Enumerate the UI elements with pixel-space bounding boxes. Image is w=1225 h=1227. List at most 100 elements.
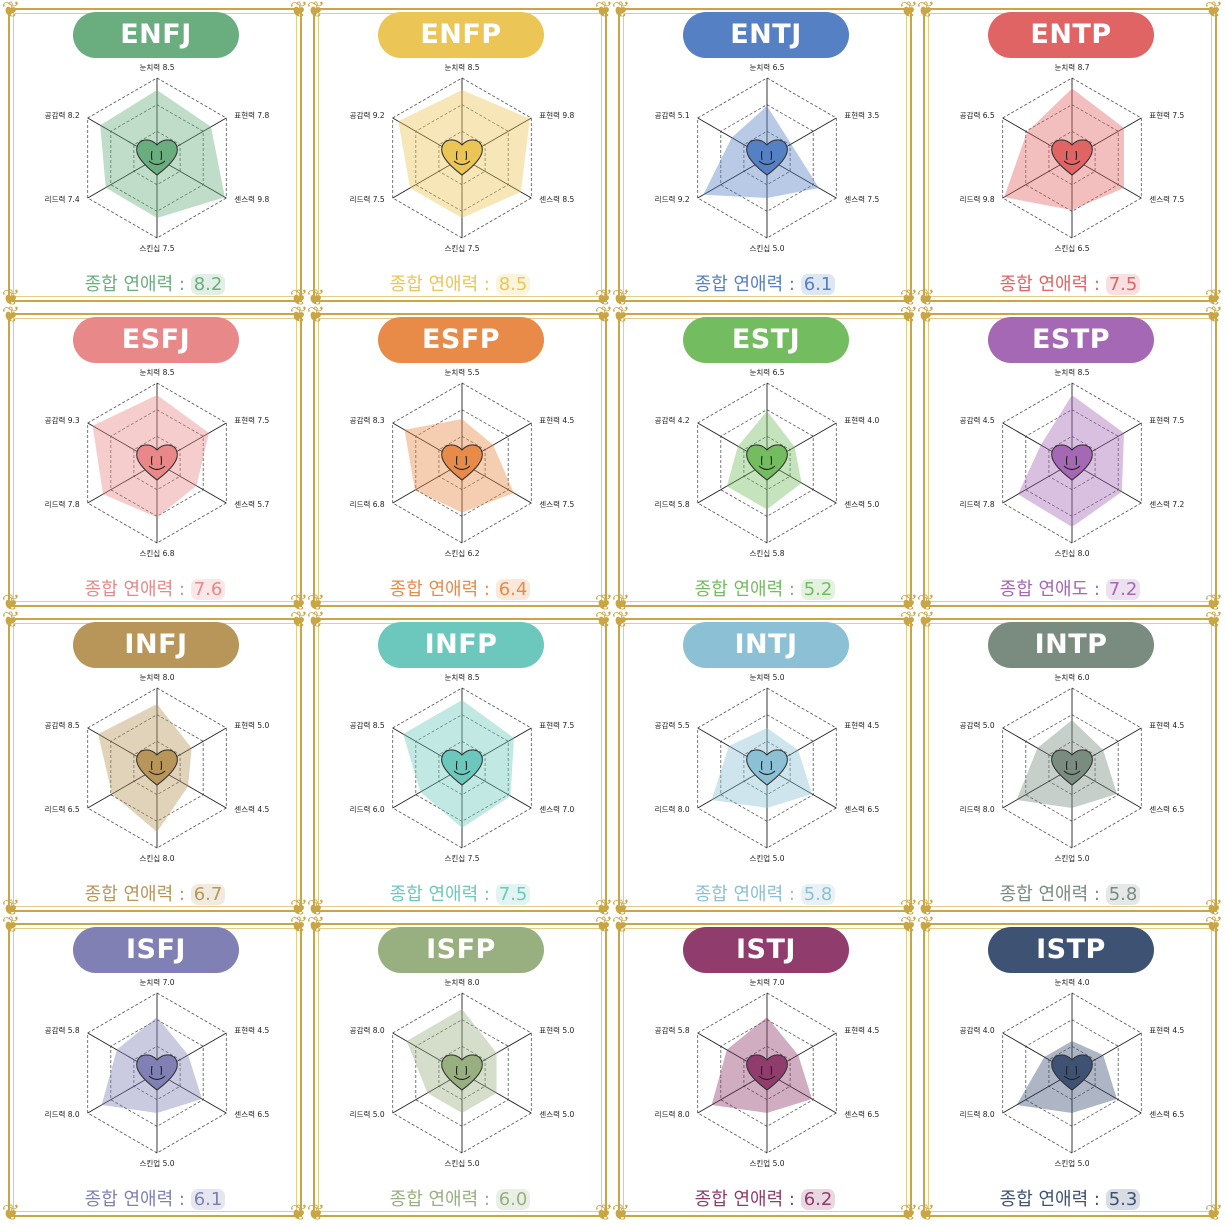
radar-axis-label: 리드력 5.8: [655, 500, 690, 509]
overall-score-label: 종합 연애력 :: [1000, 274, 1106, 295]
frame-ornament-icon: ❦: [1201, 913, 1225, 939]
mbti-type-title: ISTP: [988, 927, 1154, 973]
heart-eye-icon: [1076, 456, 1077, 465]
overall-love-score: 종합 연애력 : 6.4: [315, 577, 605, 603]
heart-eye-icon: [762, 1066, 763, 1075]
overall-score-label: 종합 연애력 :: [85, 579, 191, 600]
radar-axis-label: 표현력 4.0: [844, 416, 879, 425]
heart-eye-icon: [457, 151, 458, 160]
radar-axis-label: 스킨십 7.5: [139, 243, 174, 253]
overall-score-value: 7.5: [1106, 274, 1141, 295]
radar-axis-label: 표현력 4.5: [234, 1026, 269, 1035]
radar-axis-label: 센스력 7.5: [539, 499, 574, 509]
frame-ornament-icon: ❦: [913, 0, 939, 24]
radar-axis-label: 표현력 3.5: [844, 111, 879, 120]
heart-eye-icon: [152, 1066, 153, 1075]
radar-axis-label: 눈치력 7.0: [749, 978, 784, 987]
mbti-type-title: ENFP: [378, 12, 544, 58]
radar-axis-label: 스킨십 5.0: [749, 243, 784, 253]
overall-love-score: 종합 연애력 : 6.1: [10, 1187, 300, 1213]
heart-eye-icon: [466, 456, 467, 465]
radar-axis-label: 스킨십 7.5: [444, 853, 479, 863]
heart-eye-icon: [161, 1066, 162, 1075]
overall-score-value: 5.8: [1106, 884, 1141, 905]
radar-axis-label: 센스력 6.5: [1149, 1109, 1184, 1119]
radar-axis-label: 스킨십 7.5: [444, 243, 479, 253]
frame-ornament-icon: ❦: [913, 608, 939, 634]
radar-axis-label: 눈치력 5.5: [444, 368, 479, 377]
heart-eye-icon: [771, 1066, 772, 1075]
overall-love-score: 종합 연애력 : 6.0: [315, 1187, 605, 1213]
heart-eye-icon: [1067, 761, 1068, 770]
overall-love-score: 종합 연애력 : 6.1: [620, 272, 910, 298]
heart-eye-icon: [1076, 1066, 1077, 1075]
radar-axis-label: 리드력 7.8: [45, 500, 80, 509]
mbti-type-title: ENTJ: [683, 12, 849, 58]
overall-love-score: 종합 연애력 : 5.2: [620, 577, 910, 603]
radar-axis-label: 스킨십 8.0: [1054, 548, 1089, 558]
radar-axis-label: 스킨십 5.0: [444, 1158, 479, 1168]
radar-axis-label: 리드력 8.0: [45, 1110, 80, 1119]
radar-axis-label: 눈치력 8.5: [139, 368, 174, 377]
heart-eye-icon: [771, 151, 772, 160]
heart-eye-icon: [152, 761, 153, 770]
radar-axis-label: 스킨업 5.0: [139, 1158, 174, 1168]
overall-love-score: 종합 연애력 : 5.3: [925, 1187, 1215, 1213]
radar-axis-label: 공감력 5.8: [655, 1025, 690, 1035]
radar-axis-label: 표현력 4.5: [844, 1026, 879, 1035]
overall-love-score: 종합 연애력 : 7.6: [10, 577, 300, 603]
radar-axis-label: 리드력 9.2: [655, 195, 690, 204]
heart-eye-icon: [152, 456, 153, 465]
radar-axis-label: 스킨업 5.0: [1054, 853, 1089, 863]
mbti-type-title: INTJ: [683, 622, 849, 668]
radar-axis-label: 표현력 4.5: [844, 721, 879, 730]
overall-love-score: 종합 연애력 : 5.8: [925, 882, 1215, 908]
overall-love-score: 종합 연애력 : 7.5: [925, 272, 1215, 298]
radar-axis-label: 스킨십 6.5: [1054, 243, 1089, 253]
overall-score-label: 종합 연애력 :: [695, 579, 801, 600]
heart-eye-icon: [1076, 761, 1077, 770]
heart-eye-icon: [466, 761, 467, 770]
radar-axis-label: 눈치력 8.7: [1054, 63, 1089, 72]
radar-axis-label: 리드력 8.0: [655, 805, 690, 814]
radar-axis-label: 눈치력 8.5: [444, 63, 479, 72]
overall-score-label: 종합 연애력 :: [695, 1189, 801, 1210]
radar-axis-label: 리드력 9.8: [960, 195, 995, 204]
radar-axis-label: 표현력 4.5: [1149, 1026, 1184, 1035]
mbti-type-title: ISFP: [378, 927, 544, 973]
radar-axis-label: 스킨십 5.8: [749, 548, 784, 558]
radar-axis-label: 공감력 8.2: [45, 110, 80, 120]
frame-ornament-icon: ❦: [608, 608, 634, 634]
radar-axis-label: 센스력 7.5: [1149, 194, 1184, 204]
mbti-type-title: ESFJ: [73, 317, 239, 363]
radar-axis-label: 스킨업 5.0: [749, 1158, 784, 1168]
radar-axis-label: 리드력 7.4: [45, 195, 80, 204]
overall-score-value: 6.1: [191, 1189, 226, 1210]
overall-score-value: 6.2: [801, 1189, 836, 1210]
overall-score-label: 종합 연애력 :: [85, 1189, 191, 1210]
heart-eye-icon: [161, 151, 162, 160]
radar-axis-label: 센스력 5.0: [844, 499, 879, 509]
radar-axis-label: 공감력 4.0: [960, 1025, 995, 1035]
radar-axis-label: 눈치력 6.0: [1054, 673, 1089, 682]
radar-axis-label: 리드력 5.0: [350, 1110, 385, 1119]
overall-score-label: 종합 연애력 :: [695, 274, 801, 295]
overall-score-value: 7.2: [1106, 579, 1141, 600]
radar-axis-label: 리드력 8.0: [960, 805, 995, 814]
overall-score-value: 6.1: [801, 274, 836, 295]
frame-ornament-icon: ❦: [1201, 303, 1225, 329]
overall-score-label: 종합 연애력 :: [85, 274, 191, 295]
radar-axis-label: 공감력 5.1: [655, 110, 690, 120]
